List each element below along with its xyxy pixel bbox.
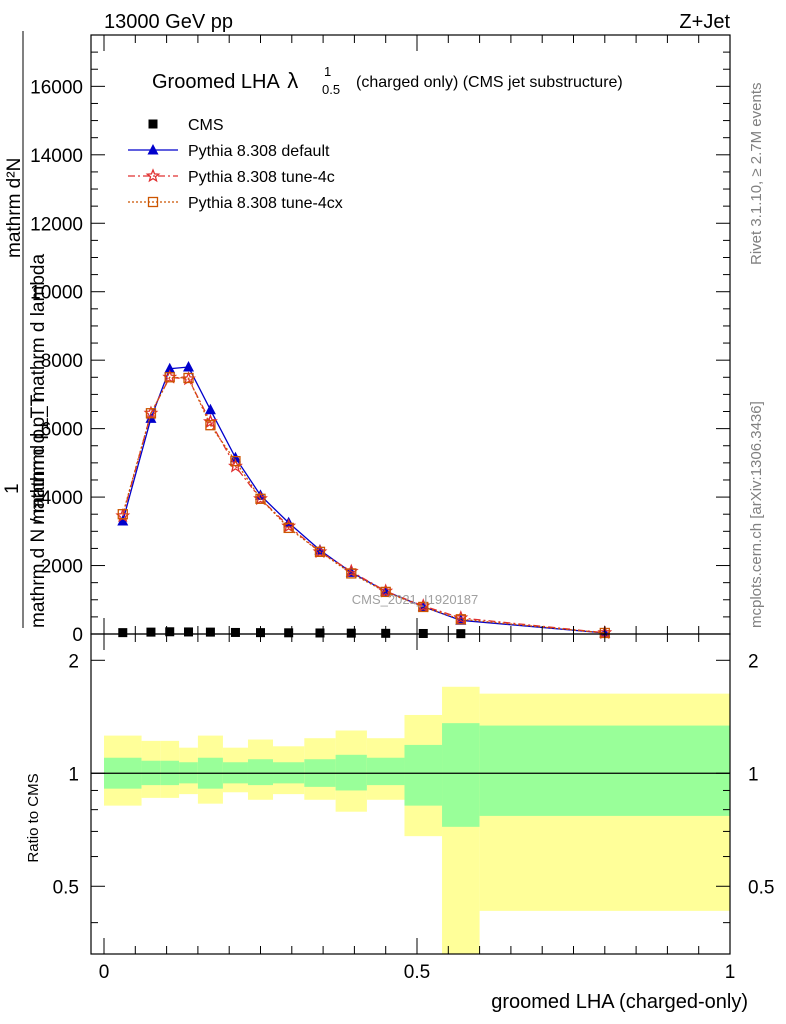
title-symbol: λ — [287, 68, 298, 93]
ratio-x-tick-label: 0.5 — [404, 962, 430, 983]
ratio-y-tick-label-right: 2 — [748, 651, 759, 672]
ylabel-prefix-num: 1 — [2, 483, 23, 494]
data-point — [205, 627, 215, 637]
data-point — [183, 361, 195, 372]
legend-label: CMS — [188, 117, 224, 134]
legend-label: Pythia 8.308 tune-4c — [188, 169, 335, 186]
data-point — [230, 455, 241, 467]
ratio-y-tick-label-right: 0.5 — [748, 877, 774, 898]
main-y-tick-label: 8000 — [41, 351, 83, 372]
ratio-x-tick-label: 1 — [725, 962, 736, 983]
main-y-tick-label: 0 — [72, 625, 83, 646]
ratio-y-tick-label: 0.5 — [53, 877, 79, 898]
legend-marker — [145, 168, 161, 183]
main-y-tick-label: 4000 — [41, 488, 83, 509]
ratio-y-tick-label: 1 — [68, 764, 79, 785]
data-point — [117, 515, 129, 526]
ylabel-prefix-den: mathrm d N / mathrm d p_T — [28, 394, 49, 628]
ratio-inner-band — [442, 723, 480, 827]
energy-label: 13000 GeV pp — [104, 11, 233, 33]
legend-label: Pythia 8.308 tune-4cx — [188, 195, 343, 212]
ratio-inner-band — [247, 759, 274, 786]
ratio-x-tick-label: 0 — [99, 962, 110, 983]
data-point — [204, 403, 216, 415]
data-point — [203, 414, 218, 429]
data-point — [183, 372, 194, 384]
series-line — [122, 376, 605, 634]
data-point — [418, 601, 429, 613]
data-point — [164, 362, 176, 374]
data-point — [165, 627, 175, 637]
rivet-label: Rivet 3.1.10, ≥ 2.7M events — [748, 83, 765, 266]
ratio-frame — [90, 633, 731, 955]
main-series-layer — [115, 361, 613, 640]
data-point — [315, 628, 325, 638]
ratio-bands — [104, 686, 730, 954]
ratio-panel: 0.5 0.51 12 2 0 0.5 1 Ratio to CMS groomed LH… — [25, 633, 774, 1013]
data-point — [284, 628, 294, 638]
data-point — [146, 627, 156, 637]
legend-marker — [147, 144, 159, 155]
legend-label: Pythia 8.308 default — [188, 143, 330, 160]
data-point — [205, 420, 216, 431]
series-3 — [117, 372, 610, 639]
ratio-inner-band — [366, 757, 405, 786]
data-point — [164, 372, 175, 383]
legend-entry: Pythia 8.308 tune-4cx — [128, 195, 343, 212]
main-y-tick-label: 2000 — [41, 557, 83, 578]
data-point — [380, 586, 391, 598]
main-y-tick-label: 16000 — [30, 77, 83, 98]
title-main: Groomed LHA — [152, 71, 280, 93]
title-rest: (charged only) (CMS jet substructure) — [356, 74, 623, 91]
chart-title: Groomed LHA λ 1 0.5 (charged only) (CMS … — [152, 64, 623, 97]
main-y-label: mathrm d²N mathrm d p_T mathrm d lambda … — [2, 31, 49, 628]
data-point — [117, 509, 128, 520]
data-point — [346, 628, 356, 638]
legend-entry: CMS — [148, 117, 224, 134]
mcplots-label: mcplots.cern.ch [arXiv:1306.3436] — [748, 401, 765, 628]
main-x-axis — [103, 35, 731, 634]
data-point — [145, 408, 157, 419]
main-y-tick-label: 10000 — [30, 283, 83, 304]
main-y-tick-label: 12000 — [30, 214, 83, 235]
main-y-axis: 0 2000 4000 6000 8000 10000 12000 14000 16000 — [30, 34, 730, 646]
ratio-y-tick-label-right: 1 — [748, 764, 759, 785]
legend-marker — [148, 119, 158, 129]
legend: CMS Pythia 8.308 default Pythia 8.308 tune… — [128, 117, 343, 212]
svg-text:Groomed LHA λ: Groomed LHA λ — [152, 68, 298, 93]
title-sup: 1 — [324, 64, 331, 79]
ratio-y-label: Ratio to CMS — [25, 773, 42, 862]
ratio-inner-band — [479, 725, 730, 816]
main-panel: 0 2000 4000 6000 8000 10000 12000 14000 16000 CM… — [2, 31, 731, 646]
data-point — [118, 628, 128, 638]
ratio-inner-band — [404, 744, 443, 806]
ratio-y-axis: 0.5 0.5 1 1 2 2 — [53, 651, 774, 924]
data-point — [184, 627, 194, 637]
legend-marker — [147, 196, 159, 208]
ylabel-top: mathrm d²N — [4, 158, 25, 258]
data-point — [314, 546, 326, 558]
process-label: Z+Jet — [679, 11, 730, 33]
ratio-inner-band — [335, 754, 367, 791]
legend-entry: Pythia 8.308 tune-4c — [128, 168, 335, 186]
data-point — [255, 493, 266, 504]
main-y-tick-label: 14000 — [30, 146, 83, 167]
main-frame — [90, 34, 731, 635]
ylabel-bottom-line1: mathrm d p_T mathrm d lambda — [28, 254, 49, 525]
ratio-x-axis: 0 0.5 1 — [99, 634, 736, 983]
title-sub: 0.5 — [322, 82, 340, 97]
legend-entry: Pythia 8.308 default — [128, 143, 330, 160]
main-y-tick-label: 6000 — [41, 420, 83, 441]
data-point — [230, 627, 240, 637]
data-point — [455, 614, 466, 625]
ratio-y-tick-label: 2 — [68, 651, 79, 672]
x-axis-label: groomed LHA (charged-only) — [491, 991, 748, 1013]
watermark: CMS_2021_I1920187 — [352, 592, 479, 607]
data-point — [346, 568, 357, 579]
data-point — [283, 522, 294, 534]
